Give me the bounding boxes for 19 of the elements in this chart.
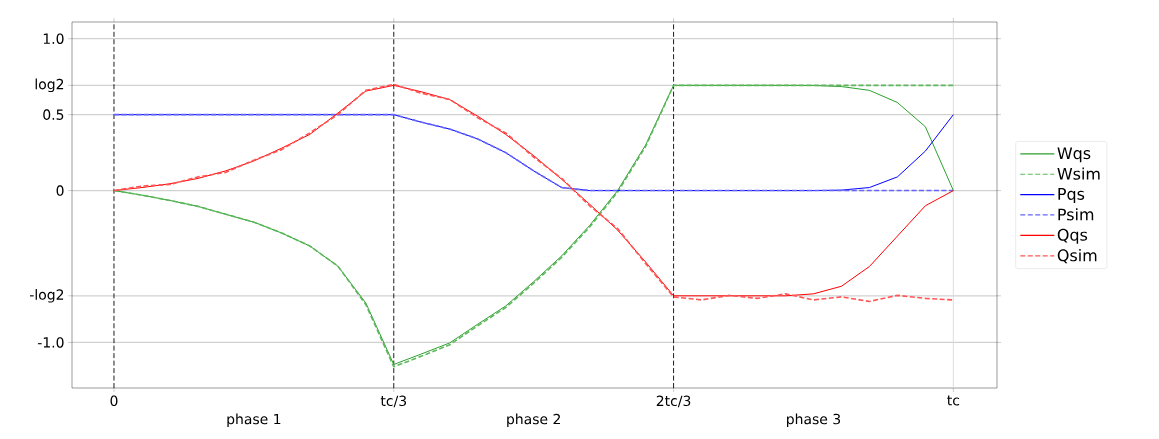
y-tick-label: 0.5 [43, 109, 64, 120]
y-tick-label: -log2 [30, 289, 64, 303]
legend-label: Wqs [1057, 147, 1091, 163]
legend-label: Qsim [1057, 249, 1097, 264]
legend-label: Wsim [1057, 167, 1100, 180]
x-tick-label: tc [947, 395, 960, 406]
y-tick-label: 1.0 [43, 33, 64, 44]
y-tick-label: -1.0 [37, 337, 64, 348]
y-tick-label: log2 [35, 78, 64, 93]
legend-label: Pqs [1058, 188, 1085, 203]
legend-label: Psim [1058, 208, 1094, 221]
x-tick-label: 0 [110, 395, 118, 407]
x-tick-label: 2tc/3 [656, 395, 691, 408]
text: phase 2 [507, 413, 560, 428]
y-tick-label: 0 [56, 185, 64, 196]
x-tick-label: tc/3 [380, 395, 407, 408]
text: phase 1 [227, 413, 281, 428]
text: phase 3 [787, 413, 841, 428]
legend-label: Qqs [1057, 228, 1088, 244]
